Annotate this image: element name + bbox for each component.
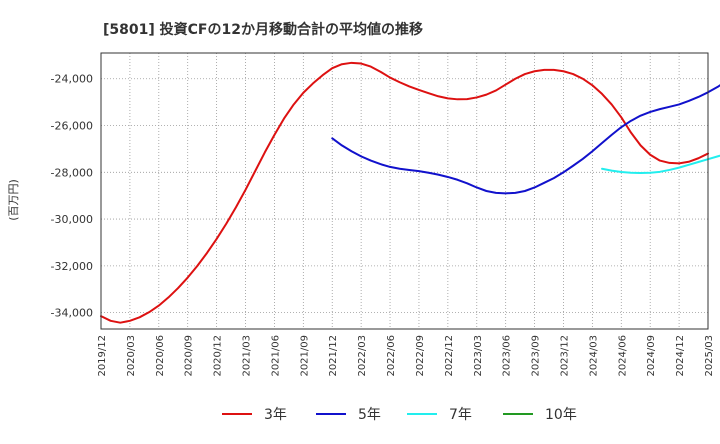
plot-area (101, 53, 708, 329)
x-tick-label: 2020/12 (213, 335, 224, 377)
series-line (601, 154, 720, 174)
x-tick-label: 2022/03 (357, 335, 368, 377)
x-tick-label: 2021/09 (299, 335, 310, 377)
x-tick-label: 2024/09 (646, 335, 657, 377)
x-tick-label: 2025/03 (704, 335, 715, 377)
x-tick-label: 2020/09 (184, 335, 195, 377)
y-tick-labels: -24,000 -26,000 -28,000 -30,000 -32,000 -34,0… (51, 73, 93, 320)
x-tick-label: 2020/06 (155, 335, 166, 377)
x-tick-label: 2023/03 (473, 335, 484, 377)
x-tick-label: 2022/12 (444, 335, 455, 377)
x-tick-label: 2022/09 (415, 335, 426, 377)
y-tick-label: -34,000 (51, 307, 93, 320)
y-tick-label: -26,000 (51, 120, 93, 133)
x-tick-label: 2024/12 (675, 335, 686, 377)
y-tick-label: -28,000 (51, 166, 93, 179)
x-tick-label: 2019/12 (97, 335, 108, 377)
x-tick-label: 2021/06 (270, 335, 281, 377)
y-tick-label: -24,000 (51, 73, 93, 86)
x-tick-label: 2022/06 (386, 335, 397, 377)
y-tick-label: -32,000 (51, 260, 93, 273)
series-lines (100, 61, 720, 324)
grid-lines (100, 53, 709, 329)
y-axis-label: (百万円) (7, 179, 20, 221)
chart-title: [5801] 投資CFの12か月移動合計の平均値の推移 (103, 21, 423, 38)
plot-border (100, 52, 709, 330)
x-tick-label: 2021/12 (328, 335, 339, 377)
x-tick-label: 2021/03 (242, 335, 253, 377)
x-tick-label: 2024/03 (588, 335, 599, 377)
x-tick-label: 2023/06 (502, 335, 513, 377)
legend-label: 5年 (358, 407, 381, 423)
legend-label: 10年 (545, 407, 577, 423)
x-tick-label: 2020/03 (126, 335, 137, 377)
series-line (100, 61, 709, 324)
x-tick-label: 2024/06 (617, 335, 628, 377)
y-tick-label: -30,000 (51, 213, 93, 226)
x-tick-label: 2023/12 (559, 335, 570, 377)
x-tick-label: 2023/09 (531, 335, 542, 377)
legend-label: 3年 (264, 407, 287, 423)
legend-label: 7年 (449, 407, 472, 423)
x-tick-labels: 2019/12 2020/03 2020/06 2020/09 2020/12 2021/… (97, 335, 715, 377)
series-line (331, 84, 720, 195)
legend: 3年 5年 7年 10年 (222, 407, 577, 423)
